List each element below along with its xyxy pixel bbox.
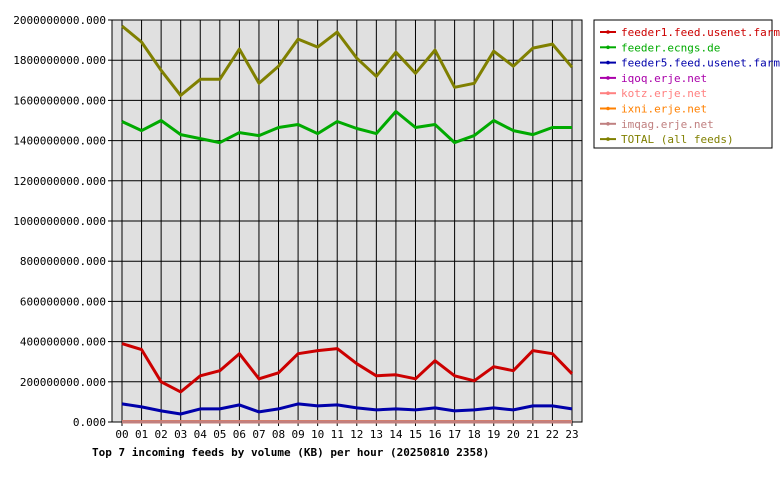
series-line-0 [121,342,574,394]
x-tick-label: 05 [213,428,226,441]
x-tick-label: 17 [448,428,461,441]
legend-marker [606,45,610,50]
y-tick-label: 1200000000.000 [13,175,106,188]
legend: feeder1.feed.usenet.farm feeder.ecngs.de f… [593,19,780,149]
legend-marker [606,60,610,65]
x-tick-label: 02 [155,428,168,441]
x-tick-label: 09 [291,428,304,441]
x-tick-label: 21 [526,428,539,441]
legend-marker [606,30,610,34]
x-tick-label: 04 [194,428,208,441]
series-line-1 [121,110,572,145]
legend-label: iqoq.erje.net [621,72,707,85]
x-tick-label: 08 [272,428,285,441]
legend-marker [606,137,610,141]
x-axis-ticks: 00 01 02 03 04 05 06 07 08 09 10 11 12 13 14 15 16 17 18 19… [115,428,578,441]
x-tick-label: 16 [428,428,441,441]
y-tick-label: 2000000000.000 [13,14,106,27]
x-tick-label: 12 [350,428,363,441]
legend-label: feeder.ecngs.de [621,41,720,54]
x-tick-label: 07 [252,428,265,441]
chart-title: Top 7 incoming feeds by volume (KB) per … [92,446,489,459]
y-tick-label: 1400000000.000 [13,135,106,148]
y-tick-label: 1600000000.000 [13,94,106,107]
legend-label: TOTAL (all feeds) [621,133,734,146]
x-tick-label: 22 [546,428,559,441]
x-tick-label: 10 [311,428,324,441]
x-tick-label: 19 [487,428,500,441]
legend-label: kotz.erje.net [621,87,707,100]
legend-label: ixni.erje.net [621,103,707,116]
x-tick-label: 23 [565,428,578,441]
x-tick-label: 13 [370,428,383,441]
legend-box [593,19,773,149]
legend-label: feeder5.feed.usenet.farm [621,57,780,70]
y-tick-label: 200000000.000 [20,376,106,389]
legend-label: feeder1.feed.usenet.farm [621,26,780,39]
legend-marker [606,122,610,126]
y-axis-ticks: 0.000 200000000.000 400000000.000 600000000… [13,14,106,429]
series-line-2 [121,402,573,416]
y-tick-label: 600000000.000 [20,295,106,308]
series-lines [121,24,574,424]
x-tick-label: 00 [115,428,128,441]
x-tick-label: 14 [389,428,403,441]
y-tick-label: 800000000.000 [20,255,106,268]
x-tick-label: 11 [331,428,344,441]
legend-label: imqag.erje.net [621,118,714,131]
legend-marker [606,91,610,95]
y-tick-label: 1000000000.000 [13,215,106,228]
series-line-7 [121,24,574,97]
legend-marker [606,76,610,80]
legend-marker [606,106,610,111]
x-tick-label: 03 [174,428,187,441]
y-tick-label: 1800000000.000 [13,54,106,67]
x-tick-label: 01 [135,428,148,441]
y-tick-label: 0.000 [73,416,106,429]
x-tick-label: 18 [468,428,481,441]
y-tick-label: 400000000.000 [20,336,106,349]
x-tick-label: 15 [409,428,422,441]
x-tick-label: 20 [507,428,520,441]
x-tick-label: 06 [233,428,246,441]
